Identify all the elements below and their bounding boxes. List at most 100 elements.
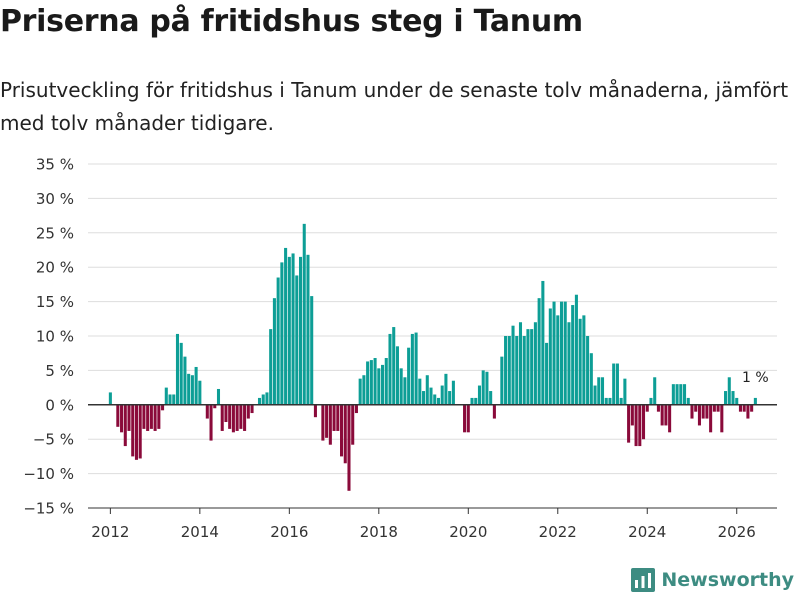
bar	[149, 404, 153, 429]
bar	[451, 380, 455, 405]
x-tick-label: 2016	[270, 523, 308, 541]
bar	[705, 404, 709, 419]
bar	[641, 404, 646, 440]
bar	[548, 308, 552, 405]
bar	[712, 404, 716, 412]
bar	[612, 363, 616, 405]
gridlines	[88, 163, 777, 509]
bar	[474, 397, 478, 405]
bar	[556, 315, 560, 405]
bar	[216, 388, 221, 405]
bar	[522, 336, 526, 405]
bar	[697, 404, 701, 426]
bar	[257, 397, 262, 405]
bar	[615, 363, 619, 405]
bar	[116, 404, 120, 427]
bar	[310, 296, 314, 405]
bar	[142, 404, 146, 429]
bar	[742, 404, 746, 412]
bar	[388, 333, 392, 405]
bar	[399, 368, 403, 405]
bar-chart-logo-icon	[631, 568, 656, 592]
bar	[280, 262, 284, 405]
bar	[433, 394, 437, 405]
bar	[738, 404, 742, 412]
bar	[709, 404, 713, 433]
bar	[477, 385, 482, 405]
bar-series	[108, 223, 757, 491]
bar	[515, 336, 519, 405]
bar	[228, 404, 232, 429]
bar	[518, 322, 523, 405]
bar	[123, 404, 127, 447]
bar	[489, 391, 493, 405]
bar	[183, 356, 187, 405]
y-tick-label: 5 %	[45, 362, 74, 380]
bar	[619, 397, 623, 405]
bar	[623, 378, 627, 405]
x-tick-label: 2026	[718, 523, 756, 541]
bar	[153, 404, 157, 431]
bar	[671, 384, 675, 405]
bar	[172, 394, 176, 405]
x-tick-label: 2012	[91, 523, 129, 541]
bar	[530, 329, 534, 405]
bar	[407, 347, 411, 405]
bar	[418, 378, 422, 405]
bar	[354, 404, 358, 414]
bar	[683, 384, 687, 405]
bar	[377, 368, 381, 405]
bar	[537, 298, 541, 405]
bar	[593, 385, 597, 405]
bar	[597, 377, 601, 405]
bar-chart: −15 % −10 % −5 % 0 % 5 % 10 % 15 % 20 % 25 % 30 %…	[23, 156, 777, 541]
bar	[541, 280, 545, 405]
bar	[444, 373, 448, 405]
bar	[403, 377, 407, 405]
bar	[686, 397, 690, 405]
bar	[373, 358, 377, 405]
bar	[381, 364, 385, 405]
bar	[168, 394, 172, 405]
bar	[235, 404, 239, 431]
bar	[660, 404, 664, 426]
bar	[552, 301, 556, 405]
bar	[653, 377, 657, 405]
bar	[246, 404, 250, 419]
bar	[198, 380, 202, 405]
bar	[507, 336, 511, 405]
bar	[470, 397, 474, 405]
bar	[582, 315, 586, 405]
bar	[440, 385, 444, 405]
x-tick-label: 2024	[628, 523, 666, 541]
bar	[395, 346, 399, 405]
bar	[187, 373, 191, 405]
bar	[675, 384, 679, 405]
y-tick-label: 20 %	[36, 259, 74, 277]
bar	[586, 336, 590, 405]
bar	[679, 384, 683, 405]
bar	[325, 404, 329, 438]
bar	[321, 404, 325, 441]
bar	[295, 275, 299, 405]
bar	[220, 404, 224, 431]
bar	[272, 298, 276, 405]
chart-title: Priserna på fritidshus steg i Tanum	[0, 4, 583, 39]
bar	[131, 404, 135, 457]
bar	[175, 333, 180, 405]
y-tick-label: 10 %	[36, 328, 74, 346]
chart-subtitle: Prisutveckling för fritidshus i Tanum un…	[0, 78, 789, 135]
bar	[664, 404, 668, 426]
bar	[306, 254, 310, 405]
bar	[313, 404, 317, 418]
bar	[578, 318, 582, 405]
bar	[701, 404, 705, 419]
bar	[161, 404, 165, 411]
bar	[481, 370, 485, 405]
bar	[332, 404, 336, 431]
brand-name: Newsworthy	[661, 569, 794, 591]
brand-logo[interactable]: Newsworthy	[631, 568, 794, 592]
bar	[466, 404, 470, 433]
x-tick-label: 2022	[539, 523, 577, 541]
bar	[448, 391, 452, 405]
